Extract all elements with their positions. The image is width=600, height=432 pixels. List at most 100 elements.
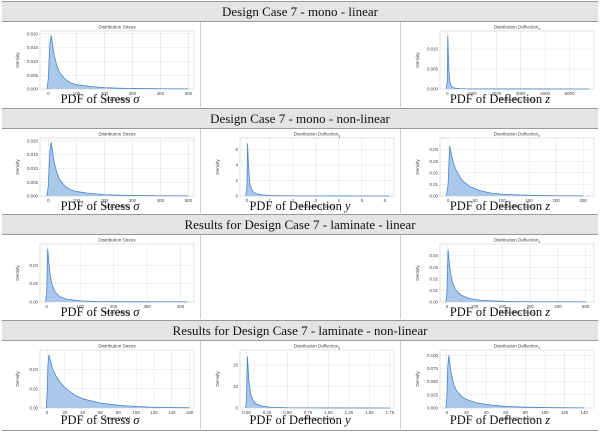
y-tick-label: 0.100 <box>427 353 439 358</box>
x-tick-label: 0.50 <box>283 410 292 415</box>
x-tick-label: 50 <box>473 198 478 203</box>
x-tick-label: 20 <box>62 410 67 415</box>
y-tick-label: 6 <box>236 147 239 152</box>
x-tick-label: 300 <box>129 91 137 96</box>
y-tick-label: 0.005 <box>27 180 39 185</box>
x-tick-label: 80 <box>523 410 528 415</box>
column-divider <box>200 129 201 213</box>
x-tick-label: 250 <box>580 198 588 203</box>
x-tick-label: 0 <box>447 198 450 203</box>
x-tick-label: 100 <box>73 198 81 203</box>
plot-frame <box>39 243 195 303</box>
y-tick-label: 0.015 <box>27 152 39 157</box>
chart-title-text: Distribution Deflection <box>494 25 539 30</box>
pdf-chart: 0.00 0.02 0.04 0 20 40 60 80 100 120 140 160 Distrib… <box>15 344 195 421</box>
density-curve <box>45 354 190 409</box>
x-tick-label: 200 <box>101 91 109 96</box>
caption-text: PDF of Stress <box>60 305 134 319</box>
density-curve <box>245 143 390 197</box>
pdf-chart: 0.00 0.01 0.02 0.03 0.04 0 50 100 150 200 250 Distr… <box>415 132 595 210</box>
chart-caption: PDF of Deflection y <box>202 199 398 213</box>
chart-title-subscript: z <box>538 240 540 244</box>
plot-frame <box>439 349 595 409</box>
chart-title-subscript: y <box>338 134 340 138</box>
chart-cell: 0.000 0.005 0.010 0 1000 2000 3000 4000 5000 Dist… <box>402 22 598 106</box>
y-tick-label: 0.02 <box>429 170 438 175</box>
plot-frame <box>439 243 595 303</box>
y-tick-label: 0.02 <box>429 276 438 281</box>
y-tick-label: 0.005 <box>27 73 39 78</box>
y-tick-label: 0.00 <box>429 300 438 305</box>
caption-symbol: y <box>344 413 351 427</box>
x-tick-label: 120 <box>150 410 158 415</box>
x-axis-label-text: Deflection <box>500 97 521 102</box>
y-tick-label: 0.005 <box>427 67 439 72</box>
x-tick-label: 20 <box>464 410 469 415</box>
x-tick-label: 200 <box>499 304 507 309</box>
chart-cell: 0.000 0.005 0.010 0.015 0.020 0 100 200 300 400 50… <box>2 22 198 106</box>
y-tick-label: 0.020 <box>27 31 39 36</box>
x-tick-label: 100 <box>541 410 549 415</box>
section-header-mono-linear: Design Case 7 - mono - linear <box>2 1 598 22</box>
y-axis-label: Density <box>215 159 220 175</box>
density-curve <box>45 248 188 303</box>
x-axis-label: Deflectiony [mm] <box>300 416 334 422</box>
caption-symbol: σ <box>133 413 140 427</box>
x-axis-label-subscript: z <box>521 418 523 422</box>
y-tick-label: 0.025 <box>427 392 439 397</box>
x-axis-label-text: Stress [MPa] <box>104 416 130 421</box>
column-divider <box>200 235 201 319</box>
chart-title-text: Distribution Stress <box>98 344 136 349</box>
chart-title-subscript: z <box>538 346 540 350</box>
section-header-mono-nonlinear: Design Case 7 - mono - non-linear <box>2 108 598 129</box>
x-tick-label: 6 <box>384 198 387 203</box>
y-tick-label: 2 <box>236 178 239 183</box>
x-axis-label: Deflectiony [mm] <box>300 204 334 210</box>
density-area <box>446 146 584 196</box>
chart-title: Distribution Deflectionz <box>494 132 541 138</box>
y-tick-label: 0.04 <box>29 263 38 268</box>
chart-title-subscript: z <box>538 27 540 31</box>
chart-title-text: Distribution Stress <box>98 132 136 137</box>
chart-title: Distribution Stress <box>98 238 136 243</box>
chart-cell: 0.000 0.025 0.050 0.075 0.100 0 20 40 60 80 100 120… <box>402 341 598 429</box>
x-tick-label: 160 <box>186 410 194 415</box>
x-axis-label-text: Deflection <box>500 416 521 421</box>
x-tick-label: 1.00 <box>324 410 333 415</box>
density-curve <box>445 249 586 303</box>
x-axis-label-text: Stress [MPa] <box>104 204 130 209</box>
x-tick-label: 100 <box>132 410 140 415</box>
chart-title-text: Distribution Deflection <box>494 344 539 349</box>
y-axis-label: Density <box>415 265 420 281</box>
chart-title-text: Distribution Deflection <box>494 132 539 137</box>
pdf-chart: 0 10 20 0.00 0.25 0.50 0.75 1.00 1.25 1.50 1.75 Dis… <box>215 344 395 423</box>
x-axis-label-subscript: y <box>321 206 323 210</box>
chart-cell: 0.000 0.005 0.010 0.015 0.020 0 100 200 300 400 50… <box>2 129 198 213</box>
y-tick-label: 0.03 <box>429 265 438 270</box>
caption-text: PDF of Stress <box>60 413 134 427</box>
x-tick-label: 4000 <box>540 91 550 96</box>
chart-title: Distribution Deflectiony <box>294 344 341 350</box>
column-divider <box>400 129 401 213</box>
y-tick-label: 0.02 <box>29 386 38 391</box>
x-tick-label: 120 <box>561 410 569 415</box>
y-tick-label: 0 <box>236 406 239 411</box>
x-tick-label: 0 <box>46 410 49 415</box>
x-tick-label: 0 <box>47 198 50 203</box>
y-tick-label: 0.000 <box>27 87 39 92</box>
x-axis-label: Stress [MPa] <box>104 416 130 421</box>
pdf-chart: 0.000 0.025 0.050 0.075 0.100 0 20 40 60 80 100 120… <box>415 344 595 422</box>
plot-frame <box>439 30 595 90</box>
caption-symbol: z <box>545 413 551 427</box>
caption-text: PDF of Deflection <box>249 413 345 427</box>
chart-caption: PDF of Stress σ <box>2 413 198 427</box>
chart-title: Distribution Deflectionz <box>494 25 541 31</box>
chart-caption: PDF of Stress σ <box>2 305 198 319</box>
column-divider <box>400 341 401 429</box>
caption-symbol: σ <box>133 92 140 106</box>
caption-text: PDF of Stress <box>60 199 134 213</box>
chart-cell: 0.00 0.02 0.04 0 20 40 60 80 100 120 140 160 Distrib… <box>2 341 198 429</box>
y-tick-label: 0.00 <box>429 194 438 199</box>
caption-text: PDF of Deflection <box>249 199 345 213</box>
